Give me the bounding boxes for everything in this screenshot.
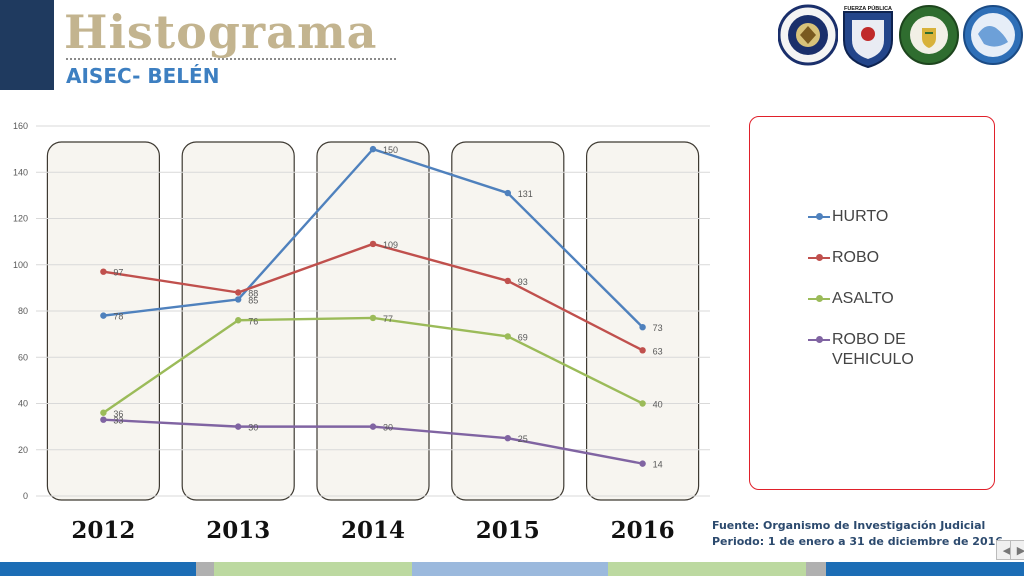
data-point <box>639 400 646 407</box>
data-point <box>100 268 107 275</box>
legend-label: HURTO <box>832 208 889 225</box>
y-tick-label: 40 <box>18 399 28 409</box>
x-tick-label: 2014 <box>341 517 405 544</box>
fuerza-publica-logo-text: FUERZA PÚBLICA <box>844 5 892 12</box>
data-label: 97 <box>113 268 123 278</box>
next-slide-button[interactable]: ▶ <box>1010 540 1024 560</box>
legend-marker <box>808 254 830 261</box>
data-point <box>639 347 646 354</box>
legend-label: ASALTO <box>832 290 894 307</box>
data-point <box>100 312 107 319</box>
data-point <box>504 434 511 442</box>
data-label: 69 <box>518 332 528 342</box>
data-point <box>369 240 377 248</box>
data-label: 14 <box>653 460 663 470</box>
y-tick-label: 140 <box>13 167 28 177</box>
data-label: 30 <box>383 423 393 433</box>
data-label: 40 <box>653 400 663 410</box>
data-label: 76 <box>248 316 258 326</box>
data-point <box>369 314 377 322</box>
legend-label: ROBO DE VEHICULO <box>832 331 914 368</box>
data-label: 25 <box>518 434 528 444</box>
data-point <box>369 145 377 153</box>
y-tick-label: 100 <box>13 260 28 270</box>
data-label: 150 <box>383 145 398 155</box>
us-embassy-seal-icon <box>778 4 838 66</box>
x-tick-label: 2015 <box>476 517 540 544</box>
data-label: 33 <box>113 416 123 426</box>
data-point <box>504 277 511 285</box>
y-tick-label: 80 <box>18 306 28 316</box>
legend-marker <box>808 295 830 302</box>
legend-item: ROBO <box>808 248 942 268</box>
y-tick-label: 60 <box>18 352 28 362</box>
data-point <box>100 409 107 416</box>
header-accent-bar <box>0 0 54 90</box>
source-note: Fuente: Organismo de Investigación Judic… <box>712 519 1003 548</box>
line-chart: 0 20 40 60 80 100 120 140 160 78 85 150 131 73 97 88 10… <box>13 121 710 544</box>
chart-legend: HURTO ROBO ASALTO ROBO DE VEHICULO <box>749 116 995 490</box>
x-tick-label: 2013 <box>206 517 270 544</box>
data-point <box>639 460 646 467</box>
data-point <box>235 296 242 303</box>
y-tick-label: 160 <box>13 121 28 131</box>
data-label: 30 <box>248 423 258 433</box>
data-point <box>639 323 646 331</box>
data-label: 131 <box>518 189 533 199</box>
data-point <box>369 423 377 430</box>
year-panel-2012 <box>46 141 161 501</box>
data-label: 36 <box>113 409 123 419</box>
data-point <box>504 189 511 197</box>
data-label: 73 <box>653 323 663 333</box>
year-panel-2015 <box>451 141 565 501</box>
data-label: 109 <box>383 240 398 250</box>
title-divider <box>66 58 396 60</box>
page-subtitle: AISEC- BELÉN <box>66 64 220 88</box>
data-label: 78 <box>113 312 123 322</box>
year-panel-2016 <box>585 141 700 501</box>
data-point <box>100 416 107 423</box>
legend-item: ASALTO <box>808 289 942 309</box>
data-point <box>235 289 242 296</box>
data-point <box>504 333 511 340</box>
agency-globe-icon <box>963 5 1023 65</box>
legend-item: ROBO DE VEHICULO <box>808 330 942 370</box>
y-tick-label: 120 <box>13 214 28 224</box>
data-label: 93 <box>518 277 528 287</box>
fuerza-publica-shield-icon: FUERZA PÚBLICA <box>843 5 893 68</box>
legend-marker <box>808 213 830 220</box>
data-label: 77 <box>383 314 393 324</box>
x-tick-label: 2012 <box>71 517 135 544</box>
legend-marker <box>808 336 830 343</box>
x-tick-label: 2016 <box>611 517 675 544</box>
data-label: 63 <box>653 346 663 356</box>
data-point <box>235 423 242 430</box>
y-tick-label: 0 <box>23 491 28 501</box>
logo-strip: FUERZA PÚBLICA <box>778 4 1024 68</box>
data-label: 88 <box>248 289 258 299</box>
legend-label: ROBO <box>832 249 880 266</box>
page-title: Histograma <box>64 5 378 59</box>
y-tick-label: 20 <box>18 445 28 455</box>
policia-emblem-icon <box>899 5 959 65</box>
data-point <box>235 317 242 324</box>
legend-item: HURTO <box>808 207 942 227</box>
data-label: 85 <box>248 295 258 305</box>
footer-color-bar <box>0 562 1024 576</box>
